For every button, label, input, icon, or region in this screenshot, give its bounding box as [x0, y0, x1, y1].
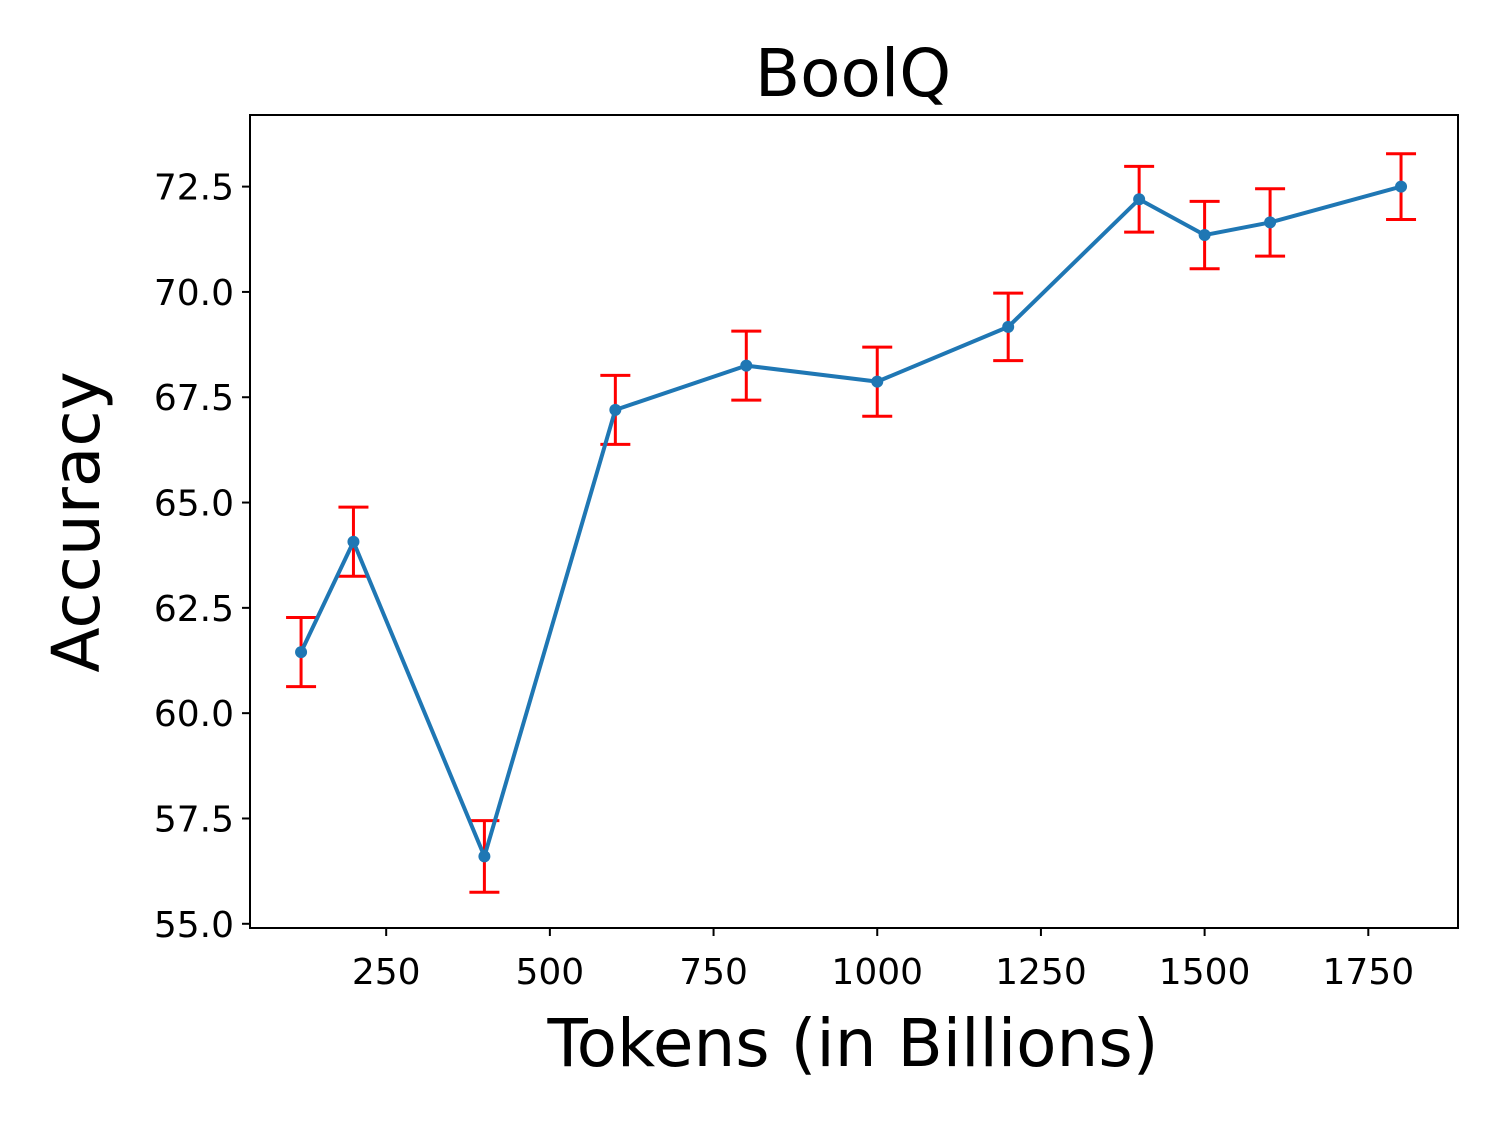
y-axis-label: Accuracy [38, 371, 115, 672]
series-line [299, 184, 1402, 859]
x-tick-label: 750 [679, 952, 748, 993]
y-tick-label: 57.5 [154, 799, 234, 840]
data-point [478, 850, 491, 863]
data-point [1264, 216, 1277, 229]
plot-frame [249, 114, 1459, 929]
y-tick-label: 65.0 [154, 484, 234, 525]
y-tick-label: 67.5 [154, 378, 234, 419]
data-point [609, 403, 622, 416]
x-tick-label: 250 [352, 952, 421, 993]
x-tick-label: 1250 [995, 952, 1087, 993]
y-tick-label: 60.0 [154, 694, 234, 735]
y-tick-label: 72.5 [154, 168, 234, 209]
data-point [871, 375, 884, 388]
y-tick-label: 62.5 [154, 589, 234, 630]
chart-title: BoolQ [755, 35, 951, 112]
y-tick-label: 55.0 [154, 905, 234, 946]
x-tick-label: 1500 [1159, 952, 1251, 993]
data-point [1002, 320, 1015, 333]
data-point [295, 646, 308, 659]
x-tick-label: 500 [516, 952, 585, 993]
data-point [740, 359, 753, 372]
data-point [347, 535, 360, 548]
data-point [1395, 180, 1408, 193]
data-point [1198, 229, 1211, 242]
series-group [295, 180, 1408, 863]
data-point [1133, 193, 1146, 206]
x-tick-label: 1000 [831, 952, 923, 993]
x-tick-label: 1750 [1322, 952, 1414, 993]
y-axis-ticks: 55.0 57.5 60.0 62.5 65.0 67.5 70.0 72.5 [154, 168, 250, 946]
x-axis-label: Tokens (in Billions) [546, 1005, 1158, 1082]
error-bars [286, 152, 1417, 894]
x-axis-ticks: 250 500 750 1000 1250 1500 1750 [352, 928, 1414, 993]
y-tick-label: 70.0 [154, 273, 234, 314]
